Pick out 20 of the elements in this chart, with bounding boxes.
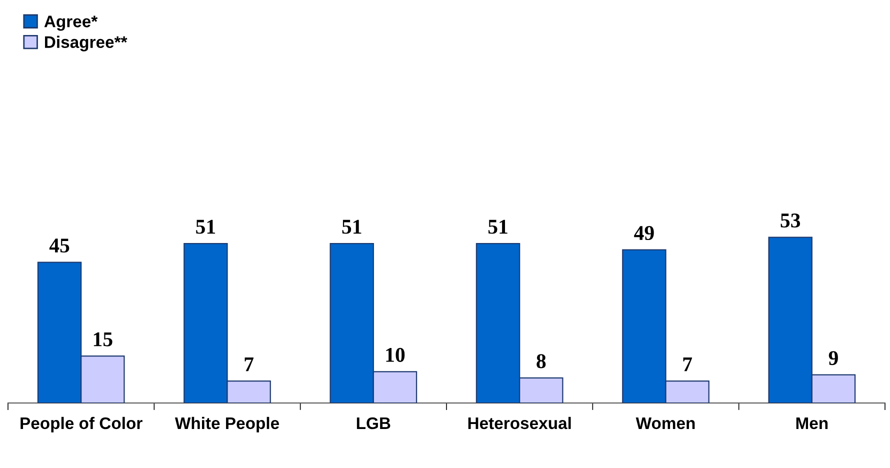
- x-tick-label: Women: [636, 418, 695, 430]
- data-label: 7: [244, 357, 254, 372]
- data-label: 7: [683, 357, 692, 372]
- data-label: 49: [634, 226, 654, 240]
- data-label: 51: [488, 220, 508, 234]
- data-label: 10: [386, 348, 405, 362]
- x-tick-label: People of Color: [20, 416, 142, 432]
- legend-label: Disagree**: [45, 36, 128, 52]
- data-label: 15: [94, 332, 112, 346]
- data-label: 9: [828, 351, 838, 366]
- x-tick-label: LGB: [356, 417, 390, 430]
- data-label: 51: [196, 220, 216, 234]
- data-label: 8: [536, 354, 546, 368]
- data-label: 51: [342, 220, 362, 234]
- x-tick-label: Heterosexual: [468, 416, 571, 430]
- x-tick-label: Men: [796, 418, 828, 430]
- legend-label: Agree*: [44, 16, 98, 31]
- data-label: 53: [780, 214, 800, 228]
- data-label: 45: [49, 238, 70, 253]
- x-tick-label: White People: [174, 416, 280, 432]
